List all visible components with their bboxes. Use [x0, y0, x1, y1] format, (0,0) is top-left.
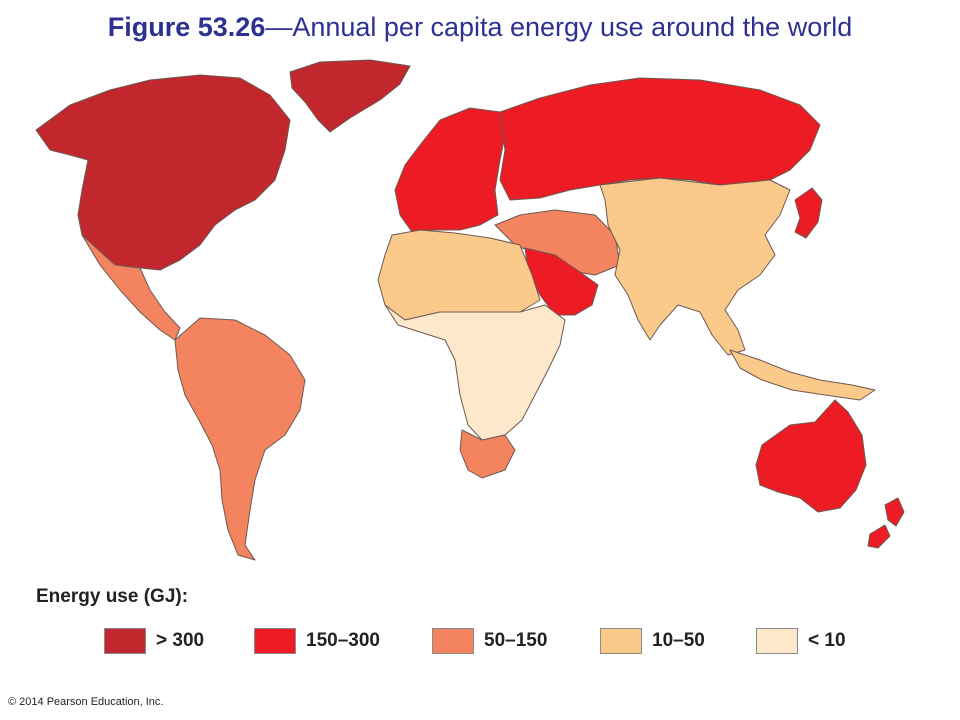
- region-south-america: [174, 317, 306, 561]
- legend-swatch: [600, 628, 642, 654]
- region-europe: [394, 107, 506, 233]
- legend-label: 50–150: [484, 630, 548, 651]
- region-south-africa: [459, 429, 516, 479]
- figure-title: Figure 53.26—Annual per capita energy us…: [0, 12, 960, 43]
- region-mexico-central-america: [81, 234, 181, 341]
- figure-title-text: —Annual per capita energy use around the…: [265, 12, 853, 42]
- region-north-africa: [377, 229, 541, 321]
- legend-swatch: [104, 628, 146, 654]
- figure-number: Figure 53.26: [107, 12, 266, 42]
- legend-swatch: [432, 628, 474, 654]
- region-indonesia: [729, 349, 876, 401]
- region-north-america: [35, 74, 291, 271]
- region-new-zealand: [867, 497, 905, 549]
- legend-label: > 300: [156, 630, 205, 651]
- legend-label: < 10: [808, 630, 846, 651]
- region-japan: [794, 187, 823, 239]
- legend-swatch: [756, 628, 798, 654]
- legend-title: Energy use (GJ):: [36, 586, 189, 607]
- legend-label: 10–50: [652, 630, 705, 651]
- world-map: [35, 59, 905, 561]
- region-sub-saharan-africa: [384, 304, 566, 441]
- region-asia: [599, 177, 791, 356]
- legend-label: 150–300: [306, 630, 380, 651]
- region-australia: [755, 399, 867, 513]
- copyright-notice: © 2014 Pearson Education, Inc.: [8, 696, 164, 708]
- region-greenland: [289, 59, 411, 133]
- legend-swatch: [254, 628, 296, 654]
